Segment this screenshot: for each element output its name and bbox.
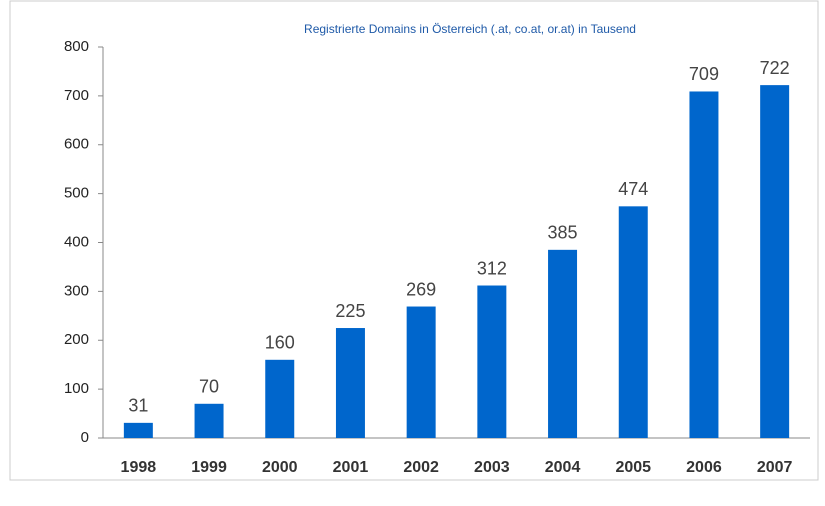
data-label: 70 [199, 377, 219, 397]
chart-title: Registrierte Domains in Österreich (.at,… [304, 22, 636, 36]
data-label: 31 [128, 396, 148, 416]
x-tick-label: 2005 [615, 459, 651, 476]
x-tick-label: 2001 [333, 459, 369, 476]
bar [689, 91, 719, 438]
x-tick-label: 2004 [545, 459, 581, 476]
y-tick-label: 200 [64, 331, 89, 348]
x-tick-label: 1998 [121, 459, 157, 476]
data-label: 722 [760, 58, 790, 78]
chart-frame [9, 0, 819, 481]
x-tick-label: 1999 [191, 459, 227, 476]
bar [194, 403, 224, 438]
bar [477, 285, 507, 438]
bar [406, 306, 436, 438]
y-tick-label: 500 [64, 185, 89, 202]
bar [760, 85, 790, 438]
x-tick-label: 2007 [757, 459, 793, 476]
x-tick-label: 2006 [686, 459, 722, 476]
data-label: 474 [618, 179, 648, 199]
y-tick-label: 400 [64, 233, 89, 250]
bar [548, 249, 578, 438]
bar [618, 206, 648, 438]
data-label: 160 [265, 333, 295, 353]
y-tick-label: 100 [64, 380, 89, 397]
x-tick-label: 2003 [474, 459, 510, 476]
y-tick-label: 300 [64, 282, 89, 299]
y-tick-label: 0 [81, 429, 89, 446]
data-label: 312 [477, 258, 507, 278]
bar [123, 422, 153, 438]
data-label: 709 [689, 64, 719, 84]
x-tick-label: 2000 [262, 459, 298, 476]
data-label: 225 [335, 301, 365, 321]
bar [265, 359, 295, 438]
y-tick-label: 700 [64, 87, 89, 104]
x-tick-label: 2002 [403, 459, 439, 476]
data-label: 385 [548, 223, 578, 243]
y-tick-label: 600 [64, 136, 89, 153]
bar [335, 328, 365, 438]
data-label: 269 [406, 279, 436, 299]
y-tick-label: 800 [64, 38, 89, 55]
